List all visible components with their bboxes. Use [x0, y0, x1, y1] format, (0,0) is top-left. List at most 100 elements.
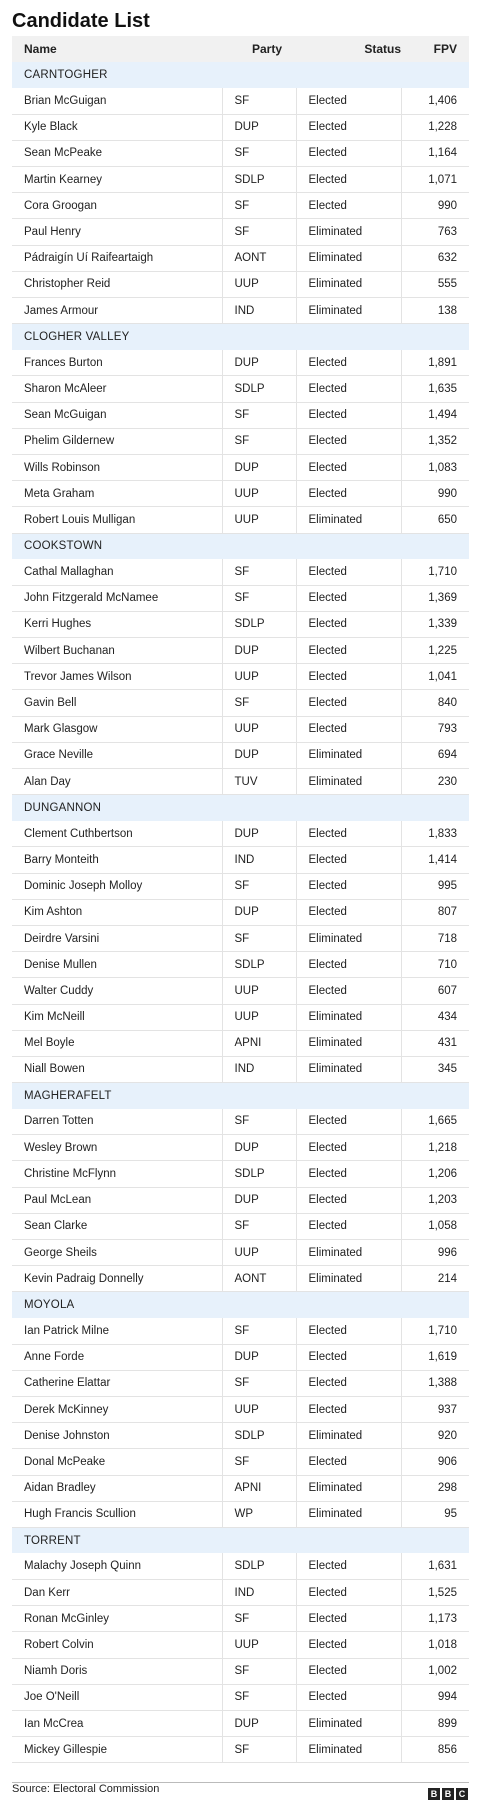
candidate-party: SF [222, 218, 297, 246]
candidate-fpv: 95 [401, 1501, 469, 1528]
candidate-status: Elected [296, 820, 402, 848]
candidate-party: DUP [222, 899, 297, 926]
table-row: Robert Louis Mulligan UUP Eliminated 650 [12, 506, 469, 534]
candidate-party: SF [222, 1317, 297, 1345]
candidate-party: TUV [222, 768, 297, 796]
candidate-status: Eliminated [296, 271, 402, 299]
candidate-status: Eliminated [296, 1475, 402, 1502]
candidate-name: Dan Kerr [12, 1579, 223, 1607]
table-row: Sean McPeake SF Elected 1,164 [12, 140, 469, 168]
candidate-party: SF [222, 1736, 297, 1764]
candidate-status: Elected [296, 637, 402, 665]
table-row: Brian McGuigan SF Elected 1,406 [12, 88, 469, 115]
candidate-name: Cathal Mallaghan [12, 559, 223, 586]
group-header-row: MAGHERAFELT [12, 1082, 469, 1109]
table-row: Gavin Bell SF Elected 840 [12, 689, 469, 717]
table-header-row: Name Party Status FPV [12, 36, 469, 62]
candidate-party: AONT [222, 1265, 297, 1293]
candidate-status: Elected [296, 1108, 402, 1136]
table-row: Clement Cuthbertson DUP Elected 1,833 [12, 820, 469, 848]
candidate-status: Elected [296, 873, 402, 900]
candidate-name: Kim Ashton [12, 899, 223, 926]
candidate-status: Elected [296, 454, 402, 482]
candidate-fpv: 431 [401, 1030, 469, 1057]
candidate-name: Niamh Doris [12, 1658, 223, 1685]
candidate-status: Elected [296, 428, 402, 455]
candidate-status: Elected [296, 349, 402, 377]
candidate-fpv: 298 [401, 1475, 469, 1502]
candidate-name: Gavin Bell [12, 689, 223, 717]
candidate-party: SF [222, 428, 297, 455]
candidate-fpv: 345 [401, 1056, 469, 1084]
candidate-name: Barry Monteith [12, 846, 223, 874]
candidate-fpv: 995 [401, 873, 469, 900]
candidate-party: DUP [222, 1710, 297, 1738]
table-row: Grace Neville DUP Eliminated 694 [12, 742, 469, 770]
table-row: Barry Monteith IND Elected 1,414 [12, 846, 469, 874]
candidate-name: Paul McLean [12, 1187, 223, 1214]
candidate-fpv: 906 [401, 1448, 469, 1476]
candidate-fpv: 990 [401, 480, 469, 508]
table-row: Ian Patrick Milne SF Elected 1,710 [12, 1317, 469, 1345]
candidate-status: Elected [296, 192, 402, 220]
table-row: Aidan Bradley APNI Eliminated 298 [12, 1475, 469, 1502]
candidate-status: Elected [296, 114, 402, 141]
table-row: Kim McNeill UUP Eliminated 434 [12, 1004, 469, 1031]
candidate-status: Eliminated [296, 1030, 402, 1057]
logo-letter: B [428, 1788, 440, 1800]
candidate-status: Elected [296, 402, 402, 429]
candidate-fpv: 937 [401, 1396, 469, 1424]
candidate-fpv: 1,002 [401, 1658, 469, 1685]
candidate-fpv: 1,164 [401, 140, 469, 168]
column-header-fpv: FPV [433, 42, 457, 56]
candidate-fpv: 1,203 [401, 1187, 469, 1214]
candidate-status: Elected [296, 1448, 402, 1476]
candidate-party: UUP [222, 480, 297, 508]
candidate-name: Meta Graham [12, 480, 223, 508]
candidate-name: Dominic Joseph Molloy [12, 873, 223, 900]
candidate-status: Eliminated [296, 1004, 402, 1031]
table-row: Alan Day TUV Eliminated 230 [12, 768, 469, 796]
table-row: Derek McKinney UUP Elected 937 [12, 1396, 469, 1424]
candidate-name: John Fitzgerald McNamee [12, 585, 223, 612]
group-header-row: MOYOLA [12, 1291, 469, 1318]
table-row: Niall Bowen IND Eliminated 345 [12, 1056, 469, 1084]
candidate-status: Elected [296, 1317, 402, 1345]
group-name: MAGHERAFELT [24, 1089, 112, 1102]
logo-letter: C [456, 1788, 468, 1800]
candidate-party: SF [222, 1370, 297, 1397]
candidate-party: UUP [222, 663, 297, 691]
candidate-fpv: 230 [401, 768, 469, 796]
candidate-name: Kerri Hughes [12, 611, 223, 639]
candidate-fpv: 994 [401, 1684, 469, 1712]
table-row: Malachy Joseph Quinn SDLP Elected 1,631 [12, 1553, 469, 1581]
table-row: Mel Boyle APNI Eliminated 431 [12, 1030, 469, 1057]
candidate-name: Martin Kearney [12, 166, 223, 194]
candidate-status: Eliminated [296, 506, 402, 534]
table-row: Cathal Mallaghan SF Elected 1,710 [12, 559, 469, 586]
group-header-row: CARNTOGHER [12, 62, 469, 88]
candidate-party: SDLP [222, 166, 297, 194]
table-row: Joe O'Neill SF Elected 994 [12, 1684, 469, 1712]
candidate-fpv: 1,339 [401, 611, 469, 639]
candidate-party: DUP [222, 820, 297, 848]
candidate-status: Elected [296, 1370, 402, 1397]
table-row: Donal McPeake SF Elected 906 [12, 1448, 469, 1476]
candidate-status: Eliminated [296, 768, 402, 796]
candidate-status: Eliminated [296, 1736, 402, 1764]
candidate-fpv: 138 [401, 297, 469, 325]
candidate-fpv: 694 [401, 742, 469, 770]
group-header-row: COOKSTOWN [12, 533, 469, 559]
table-row: Christopher Reid UUP Eliminated 555 [12, 271, 469, 299]
candidate-fpv: 632 [401, 245, 469, 272]
candidate-party: UUP [222, 506, 297, 534]
candidate-name: Derek McKinney [12, 1396, 223, 1424]
candidate-party: UUP [222, 1239, 297, 1267]
candidate-status: Elected [296, 1134, 402, 1162]
candidate-name: Kyle Black [12, 114, 223, 141]
candidate-name: Robert Louis Mulligan [12, 506, 223, 534]
table-row: Sharon McAleer SDLP Elected 1,635 [12, 375, 469, 403]
candidate-fpv: 1,619 [401, 1344, 469, 1371]
candidate-name: Robert Colvin [12, 1631, 223, 1659]
candidate-name: Sean Clarke [12, 1213, 223, 1241]
